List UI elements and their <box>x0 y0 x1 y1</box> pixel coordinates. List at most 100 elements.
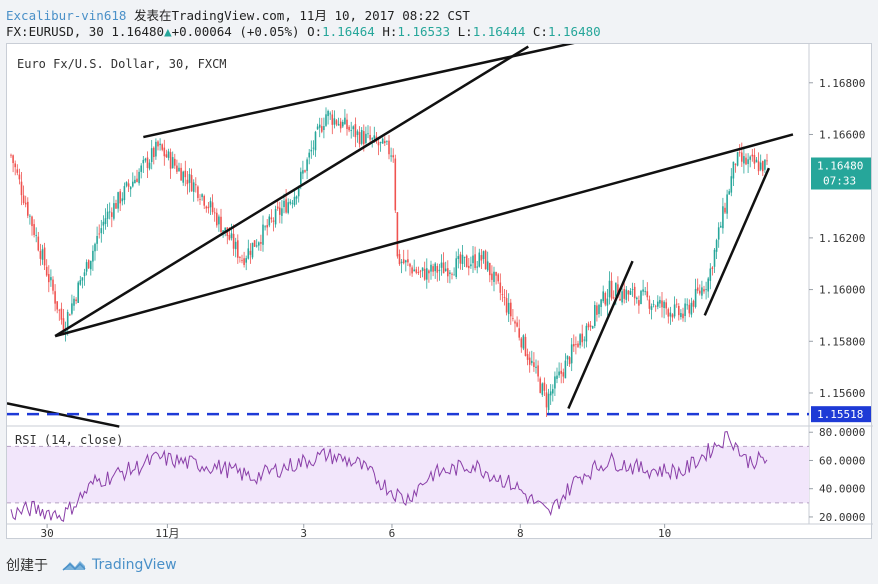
candle-body <box>528 357 531 365</box>
candle-body <box>694 288 697 307</box>
candle-body <box>484 250 487 270</box>
candle-body <box>531 360 533 364</box>
candle-body <box>419 270 422 272</box>
candle-body <box>722 206 724 229</box>
candle-body <box>745 157 747 165</box>
candle-body <box>283 200 285 208</box>
candle-body <box>545 392 548 408</box>
footer: 创建于 TradingView <box>6 555 177 575</box>
support-price-label: 1.15518 <box>817 408 863 421</box>
candle-body <box>610 280 613 299</box>
price-chart[interactable]: Euro Fx/U.S. Dollar, 30, FXCM 1.15600 1.15… <box>7 44 873 540</box>
candle-body <box>690 302 693 315</box>
candle-body <box>111 212 113 217</box>
candle-body <box>717 227 720 240</box>
candle-body <box>104 218 107 225</box>
last-price-label: 1.16480 <box>817 159 863 172</box>
candle-body <box>541 383 544 395</box>
candle-body <box>228 235 231 240</box>
candle-body <box>121 198 124 202</box>
candle-body <box>289 201 292 204</box>
tradingview-logo-icon[interactable] <box>62 558 86 572</box>
support-price-badge <box>811 406 871 423</box>
candle-body <box>373 135 376 139</box>
candle-body <box>394 158 397 211</box>
candle-body <box>237 240 239 258</box>
candle-body <box>621 291 623 303</box>
candle-body <box>304 170 306 172</box>
candle-body <box>159 143 161 146</box>
candle-body <box>60 308 63 320</box>
candle-body <box>176 165 178 172</box>
candle-body <box>396 212 399 257</box>
candle-body <box>92 250 94 262</box>
candle-body <box>627 290 630 295</box>
trendline <box>703 167 771 316</box>
candle-body <box>201 194 203 198</box>
candle-body <box>512 318 514 320</box>
candle-body <box>575 344 577 345</box>
chart-panel[interactable]: Euro Fx/U.S. Dollar, 30, FXCM 1.15600 1.15… <box>6 43 873 540</box>
candle-body <box>329 113 331 115</box>
candle-body <box>371 138 373 140</box>
candle-body <box>274 209 277 225</box>
candle-body <box>352 126 355 130</box>
candle-body <box>650 306 653 310</box>
candle-body <box>747 159 749 164</box>
candle-body <box>249 250 252 255</box>
candle-body <box>646 291 649 298</box>
candle-body <box>684 303 686 317</box>
candle-body <box>381 138 384 144</box>
candle-body <box>255 245 258 247</box>
candle-body <box>455 258 457 277</box>
candle-body <box>192 182 195 192</box>
candle-body <box>241 260 243 261</box>
candle-body <box>696 287 699 291</box>
candle-body <box>337 123 340 126</box>
candle-body <box>81 277 84 281</box>
candle-body <box>325 114 327 126</box>
candle-body <box>535 366 537 368</box>
candle-body <box>142 159 145 164</box>
candle-body <box>430 264 432 272</box>
candle-body <box>293 196 296 205</box>
candle-body <box>734 163 737 165</box>
candle-body <box>644 291 646 293</box>
candle-body <box>738 152 741 154</box>
candle-body <box>234 241 237 250</box>
candle-body <box>652 304 655 306</box>
candle-body <box>348 126 350 131</box>
candle-body <box>654 305 657 307</box>
candle-body <box>276 206 279 209</box>
candle-body <box>629 290 632 295</box>
candle-body <box>251 242 254 258</box>
x-tick-label: 8 <box>517 527 524 540</box>
candle-body <box>270 217 273 220</box>
x-tick-label: 30 <box>40 527 53 540</box>
candle-body <box>468 265 470 269</box>
candle-body <box>736 152 739 166</box>
candle-body <box>417 271 420 274</box>
candle-body <box>522 335 525 349</box>
candle-body <box>140 165 142 172</box>
candle-body <box>537 365 539 377</box>
candle-body <box>12 155 14 164</box>
candle-body <box>360 130 363 144</box>
candle-body <box>606 298 609 306</box>
candle-body <box>20 181 23 196</box>
candle-body <box>71 303 73 314</box>
candle-body <box>514 321 516 324</box>
candle-body <box>22 195 25 203</box>
candle-body <box>310 149 313 152</box>
author-link[interactable]: Excalibur-vin618 <box>6 8 127 23</box>
price-tick-label: 1.16600 <box>819 128 865 141</box>
candle-body <box>499 282 502 293</box>
candle-body <box>108 211 111 213</box>
candle-body <box>205 206 208 209</box>
published-info: 发表在TradingView.com, 11月 10, 2017 08:22 C… <box>133 8 470 23</box>
candle-body <box>62 318 65 333</box>
candle-body <box>66 312 69 328</box>
candle-body <box>493 271 495 282</box>
symbol-label: FX:EURUSD, 30 <box>6 24 104 39</box>
tradingview-brand[interactable]: TradingView <box>92 557 177 573</box>
